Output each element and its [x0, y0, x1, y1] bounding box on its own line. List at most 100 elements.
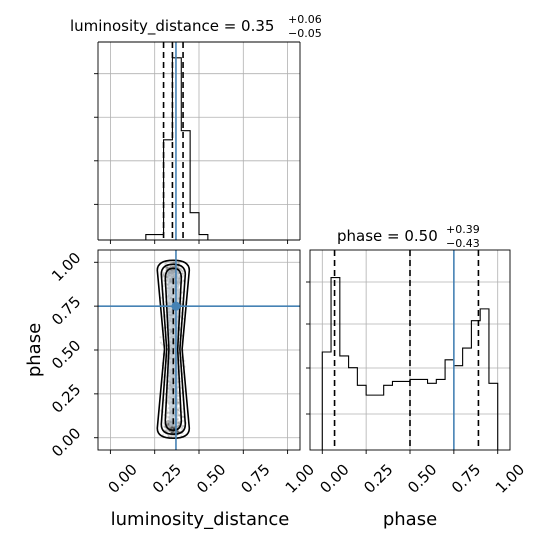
scatter-point — [172, 261, 176, 264]
scatter-point — [170, 426, 173, 430]
scatter-point — [177, 429, 180, 432]
scatter-point — [166, 422, 170, 425]
scatter-point — [177, 266, 180, 269]
bl-xtick-label-4: 1.00 — [282, 460, 318, 496]
scatter-point — [176, 430, 180, 433]
scatter-point — [171, 265, 174, 268]
scatter-point — [176, 261, 180, 264]
scatter-point — [178, 414, 181, 417]
scatter-point — [177, 424, 180, 427]
scatter-point — [180, 269, 184, 272]
scatter-point — [159, 341, 163, 344]
y-axis-label-phase: phase — [24, 323, 45, 377]
scatter-point — [178, 262, 181, 265]
bl-xtick-label-1: 0.25 — [149, 460, 185, 496]
marks-layer — [98, 42, 499, 450]
scatter-point — [159, 336, 162, 339]
scatter-point — [170, 431, 174, 434]
frames-layer — [94, 41, 511, 454]
scatter-point — [178, 420, 181, 423]
scatter-point — [171, 426, 174, 430]
scatter-point — [166, 267, 169, 270]
scatter-point — [172, 426, 176, 430]
scatter-point — [167, 415, 170, 418]
scatter-point — [165, 266, 169, 269]
scatter-point — [177, 408, 180, 411]
scatter-point — [172, 264, 175, 268]
scatter-point — [178, 414, 181, 417]
joint-contour-2 — [164, 267, 183, 432]
scatter-point — [163, 425, 166, 428]
bl-ytick-label-1: 0.25 — [48, 380, 84, 416]
scatter-point — [170, 434, 173, 438]
phase-title-sup: +0.39 — [446, 223, 480, 236]
scatter-point — [169, 430, 172, 433]
scatter-point — [164, 262, 167, 265]
scatter-point — [169, 426, 172, 429]
scatter-point — [167, 424, 170, 427]
scatter-point — [177, 422, 180, 425]
br-xtick-label-0: 0.00 — [316, 460, 352, 496]
scatter-point — [171, 427, 175, 430]
scatter-point — [162, 271, 165, 274]
scatter-point — [169, 265, 172, 269]
br-xtick-label-2: 0.50 — [404, 460, 440, 496]
scatter-point — [169, 264, 173, 268]
tick-labels-layer: 0.00 0.25 0.50 0.75 1.000.00 0.25 0.50 0.75 1.00… — [48, 249, 528, 497]
scatter-point — [168, 425, 171, 429]
scatter-point — [182, 424, 185, 428]
joint-contour-1 — [160, 263, 187, 436]
scatter-point — [179, 268, 182, 271]
scatter-point — [177, 402, 181, 405]
scatter-point — [166, 421, 169, 424]
scatter-point — [172, 427, 175, 430]
scatter-point — [173, 434, 176, 437]
scatter-point — [170, 426, 173, 429]
scatter-point — [161, 273, 165, 276]
scatter-point — [172, 261, 175, 264]
br-xtick-label-1: 0.25 — [360, 460, 396, 496]
scatter-point — [171, 425, 174, 429]
scatter-point — [165, 429, 168, 432]
scatter-point — [165, 262, 168, 265]
scatter-point — [180, 291, 184, 294]
scatter-point — [177, 421, 181, 424]
luminosity-distance-title: luminosity_distance = 0.35 — [70, 17, 274, 36]
scatter-point — [167, 412, 170, 415]
phase-title-sub: −0.43 — [446, 237, 480, 250]
scatter-point — [171, 430, 174, 433]
luminosity-distance-histogram-panel: luminosity_distance = 0.35 +0.06 −0.05 — [70, 13, 322, 40]
scatter-point — [167, 397, 170, 400]
scatter-point — [166, 423, 169, 426]
phase-title: phase = 0.50 — [337, 227, 438, 245]
scatter-point — [177, 400, 180, 404]
scatter-point — [172, 426, 175, 429]
scatter-point — [176, 266, 179, 269]
scatter-point — [163, 273, 166, 276]
scatter-point — [182, 274, 185, 277]
scatter-point — [172, 265, 175, 268]
scatter-point — [172, 427, 176, 430]
scatter-point — [167, 435, 170, 438]
scatter-point — [166, 423, 169, 426]
scatter-point — [181, 415, 184, 418]
scatter-point — [172, 430, 175, 433]
scatter-point — [167, 435, 170, 438]
scatter-point — [181, 272, 184, 275]
scatter-point — [176, 426, 179, 429]
scatter-point — [167, 429, 171, 433]
bl-xtick-label-0: 0.00 — [105, 460, 141, 496]
scatter-point — [169, 434, 172, 437]
scatter-point — [166, 411, 170, 414]
scatter-point — [170, 426, 173, 429]
scatter-point — [178, 277, 181, 280]
scatter-point — [171, 426, 174, 430]
br-xtick-label-3: 0.75 — [448, 460, 484, 496]
scatter-point — [182, 425, 185, 428]
scatter-point — [178, 276, 181, 279]
luminosity-distance-title-main: luminosity_distance = 0.35 — [70, 17, 274, 36]
phase-histogram — [321, 276, 499, 450]
scatter-point — [180, 302, 183, 306]
scatter-point — [181, 272, 185, 275]
